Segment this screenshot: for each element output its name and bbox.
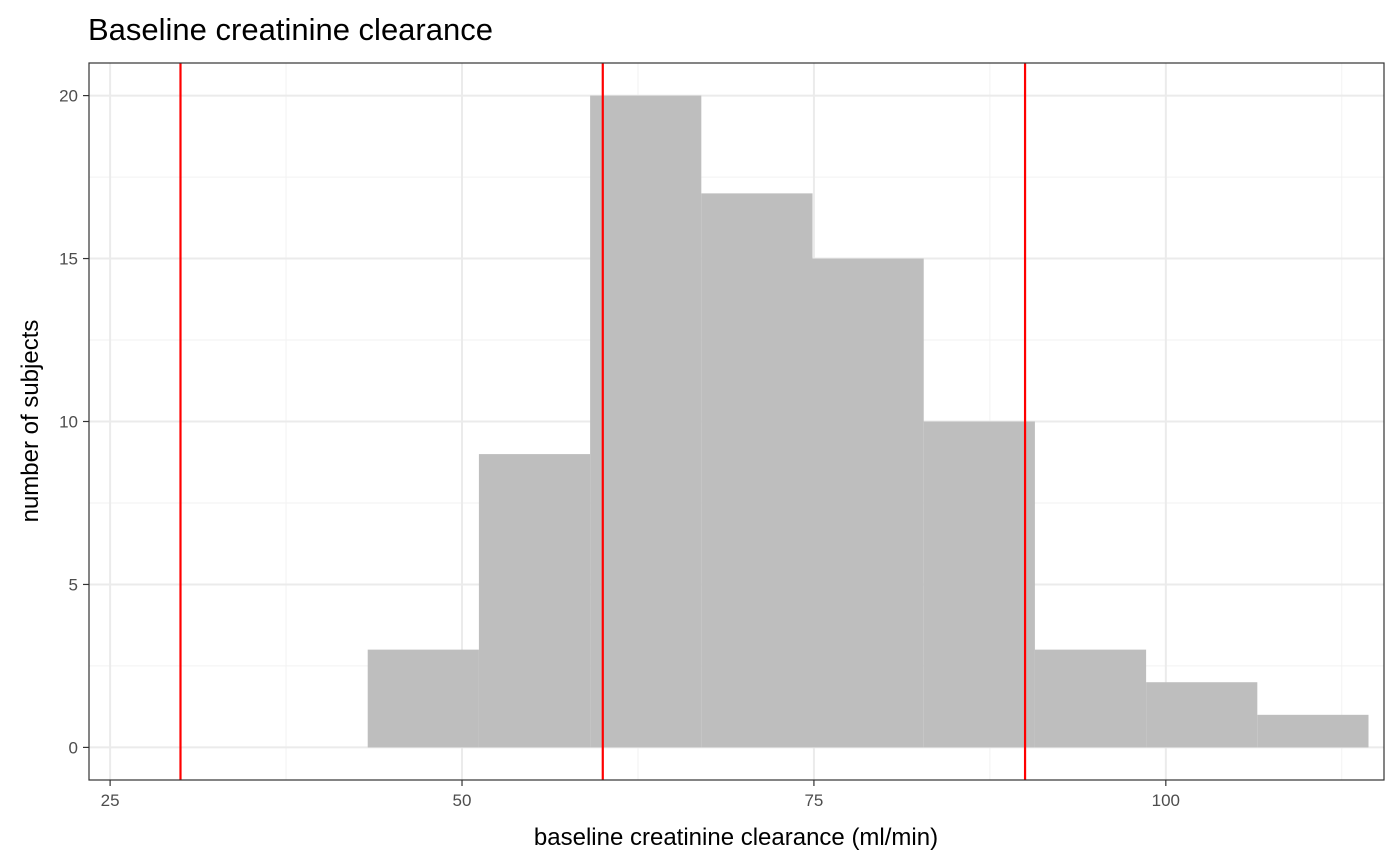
histogram-bar — [1146, 682, 1258, 748]
histogram-bar — [923, 421, 1035, 748]
y-axis-title: number of subjects — [17, 320, 44, 523]
histogram-bar — [367, 649, 479, 748]
histogram-bar — [590, 95, 702, 748]
x-tick-label: 75 — [804, 791, 823, 810]
histogram-bar — [1257, 714, 1369, 748]
x-tick-label: 100 — [1152, 791, 1180, 810]
x-axis-title: baseline creatinine clearance (ml/min) — [534, 824, 938, 851]
histogram-bar — [478, 454, 591, 748]
x-tick-label: 50 — [453, 791, 472, 810]
y-tick-label: 0 — [69, 738, 78, 757]
y-tick-label: 15 — [59, 250, 78, 269]
plot-panel: 25 50 75 100 0 5 10 15 20 — [59, 62, 1385, 810]
x-tick-label: 25 — [101, 791, 120, 810]
y-tick-label: 20 — [59, 87, 78, 106]
y-tick-label: 5 — [69, 575, 78, 594]
y-tick-label: 10 — [59, 413, 78, 432]
histogram-bar — [701, 193, 813, 748]
histogram-bar — [812, 258, 924, 748]
chart-title: Baseline creatinine clearance — [88, 12, 493, 47]
histogram-bar — [1034, 649, 1147, 748]
